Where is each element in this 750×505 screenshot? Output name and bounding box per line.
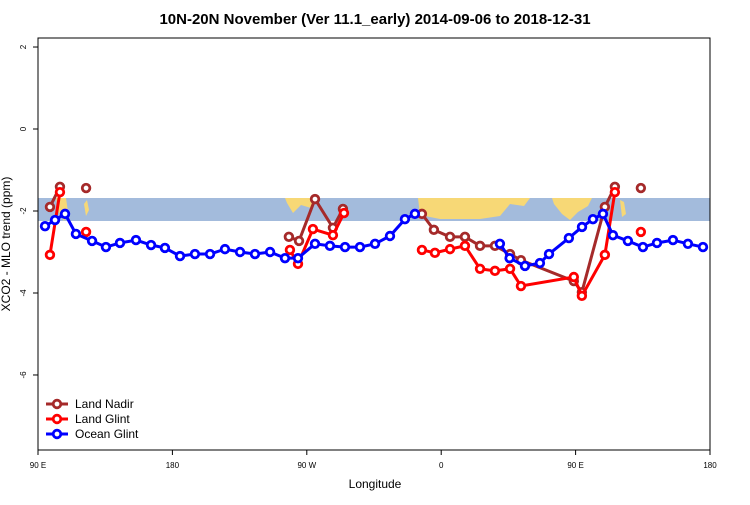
plot-frame xyxy=(37,37,711,451)
data-point xyxy=(597,208,609,220)
data-point xyxy=(39,220,51,232)
x-tick-label: 0 xyxy=(439,461,444,470)
data-point xyxy=(309,193,321,205)
data-point xyxy=(70,228,82,240)
data-point xyxy=(504,263,516,275)
data-point xyxy=(49,214,61,226)
data-point xyxy=(515,280,527,292)
data-point xyxy=(416,244,428,256)
map-strip xyxy=(38,198,710,221)
data-point xyxy=(80,182,92,194)
x-tick-label: 90 E xyxy=(30,461,46,470)
y-tick-label: 0 xyxy=(19,126,28,131)
y-tick-label: 2 xyxy=(19,44,28,49)
data-point xyxy=(159,242,171,254)
data-point xyxy=(607,229,619,241)
data-point xyxy=(292,252,304,264)
data-point xyxy=(338,207,350,219)
data-point xyxy=(682,238,694,249)
data-point xyxy=(519,260,531,272)
data-point xyxy=(576,221,588,233)
data-point xyxy=(234,246,246,258)
data-point xyxy=(145,239,157,251)
data-point xyxy=(697,241,709,253)
data-point xyxy=(576,290,588,302)
data-point xyxy=(324,240,336,252)
data-point xyxy=(459,240,471,252)
data-point xyxy=(174,250,186,262)
data-point xyxy=(204,248,216,260)
data-point xyxy=(354,241,366,253)
data-point xyxy=(609,186,621,198)
data-point xyxy=(474,240,486,252)
data-point xyxy=(44,201,56,213)
data-point xyxy=(563,232,575,244)
data-point xyxy=(284,244,296,256)
data-point xyxy=(249,248,261,260)
data-point xyxy=(409,208,421,220)
data-point xyxy=(54,186,66,198)
data-point xyxy=(599,249,611,261)
data-point xyxy=(307,223,319,235)
data-point xyxy=(283,231,295,243)
data-point xyxy=(327,229,339,241)
data-point xyxy=(279,252,291,264)
data-point xyxy=(489,265,501,277)
data-point xyxy=(587,213,599,225)
data-point xyxy=(667,234,679,246)
data-point xyxy=(635,182,647,194)
data-point xyxy=(568,271,580,283)
legend-swatch-marker xyxy=(51,428,63,440)
data-point xyxy=(444,231,456,243)
data-point xyxy=(86,235,98,247)
x-axis-label: Longitude xyxy=(349,477,402,491)
y-tick-label: -6 xyxy=(19,371,28,379)
data-point xyxy=(80,226,92,238)
legend-swatch-marker xyxy=(51,398,63,410)
chart-title: 10N-20N November (Ver 11.1_early) 2014-0… xyxy=(159,11,590,28)
x-tick-label: 180 xyxy=(166,461,180,470)
legend-label: Ocean Glint xyxy=(75,427,139,441)
data-point xyxy=(309,238,321,249)
data-point xyxy=(429,247,441,259)
x-tick-label: 90 E xyxy=(567,461,583,470)
data-point xyxy=(114,237,126,249)
data-point xyxy=(219,243,231,255)
data-point xyxy=(130,234,142,246)
data-point xyxy=(384,230,396,242)
y-tick-label: -2 xyxy=(19,207,28,215)
data-point xyxy=(428,224,440,236)
data-point xyxy=(637,241,649,253)
data-point xyxy=(339,241,351,253)
x-tick-label: 90 W xyxy=(297,461,316,470)
y-tick-label: -4 xyxy=(19,289,28,297)
data-point xyxy=(534,257,546,269)
data-point xyxy=(189,248,201,260)
data-point xyxy=(504,252,515,264)
data-point xyxy=(494,238,506,249)
data-point xyxy=(622,235,634,247)
data-point xyxy=(651,237,663,249)
x-tick-label: 180 xyxy=(703,461,717,470)
legend-label: Land Nadir xyxy=(75,397,134,411)
y-axis-label: XCO2 - MLO trend (ppm) xyxy=(0,177,13,312)
data-point xyxy=(369,238,381,249)
data-point xyxy=(474,263,486,275)
data-point xyxy=(635,226,647,238)
data-point xyxy=(59,208,71,220)
legend-label: Land Glint xyxy=(75,412,130,426)
data-point xyxy=(444,243,456,255)
data-point xyxy=(459,231,471,243)
data-point xyxy=(44,249,56,261)
legend-swatch-marker xyxy=(51,413,63,425)
data-point xyxy=(543,248,555,260)
data-point xyxy=(293,235,305,247)
data-point xyxy=(264,246,276,258)
data-point xyxy=(100,241,112,253)
data-point xyxy=(399,213,411,225)
